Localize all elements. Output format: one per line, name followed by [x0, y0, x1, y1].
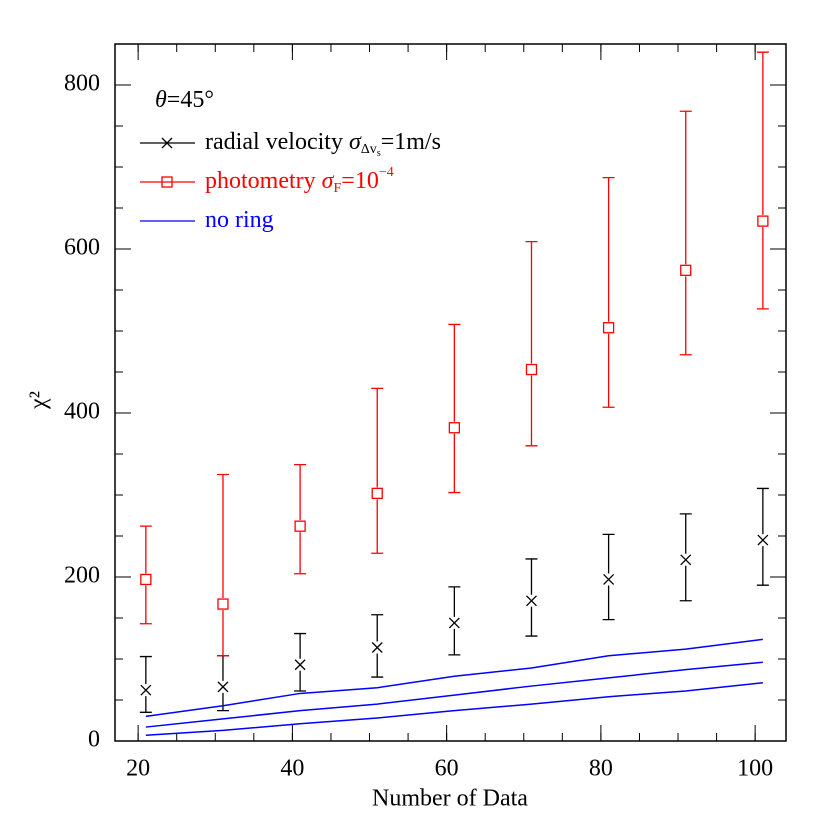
x-marker	[161, 137, 173, 149]
square-marker	[161, 176, 173, 188]
error-bar	[756, 51, 769, 310]
error-bar	[448, 323, 461, 494]
legend-name: no ring	[205, 207, 274, 233]
legend-label: photometry σF=10−4	[205, 165, 394, 196]
error-bar	[139, 655, 152, 713]
error-bar	[525, 558, 538, 637]
legend-name: radial velocity	[205, 129, 349, 155]
no-ring-line	[145, 661, 763, 728]
legend-math: =1m/s	[381, 129, 441, 155]
legend-math: σ	[349, 129, 362, 155]
x-marker	[757, 534, 769, 546]
legend-math: −4	[379, 165, 394, 180]
no-ring-line	[145, 682, 763, 737]
square-marker	[525, 363, 538, 376]
x-marker	[294, 659, 306, 671]
square-marker	[140, 573, 152, 586]
x-marker	[526, 595, 537, 607]
error-bar	[216, 473, 229, 657]
error-bar	[756, 487, 769, 586]
annotation-part: θ	[155, 87, 167, 113]
square-marker	[448, 422, 461, 434]
error-bar	[371, 387, 384, 554]
annotation: θ=45°	[155, 87, 214, 113]
square-marker	[680, 264, 692, 276]
x-marker	[603, 574, 615, 585]
legend-label: radial velocity σΔvs=1m/s	[205, 129, 441, 160]
legend-math: =10	[341, 168, 379, 194]
error-bar	[294, 632, 307, 692]
x-marker	[140, 684, 152, 696]
x-tick-label: 80	[589, 756, 613, 782]
y-tick-label: 400	[64, 399, 100, 425]
legend-math: σ	[322, 168, 335, 194]
x-tick-label: 100	[737, 756, 773, 782]
square-marker	[757, 215, 769, 227]
x-tick-label: 40	[280, 756, 304, 782]
square-marker	[602, 322, 615, 334]
x-marker	[448, 617, 460, 629]
square-marker	[371, 487, 383, 500]
legend-math: s	[377, 148, 381, 159]
error-bar	[602, 177, 615, 408]
x-marker	[371, 642, 383, 653]
plot-frame	[114, 43, 787, 742]
y-axis-label: χ²	[26, 391, 52, 410]
y-tick-label: 0	[88, 727, 100, 753]
error-bar	[679, 110, 692, 356]
error-bar	[371, 614, 384, 678]
legend-label: no ring	[205, 207, 274, 233]
x-tick-label: 20	[126, 756, 150, 782]
y-tick-label: 600	[64, 235, 100, 261]
error-bar	[525, 240, 538, 447]
error-bar	[216, 655, 229, 712]
legend-name: photometry	[205, 168, 322, 194]
x-marker	[680, 554, 692, 566]
x-marker	[217, 681, 229, 693]
square-marker	[217, 598, 229, 610]
annotation-part: =45°	[167, 87, 214, 113]
error-bar	[448, 586, 461, 656]
square-marker	[294, 520, 306, 532]
x-axis-label: Number of Data	[372, 786, 528, 812]
x-tick-label: 60	[435, 756, 459, 782]
error-bar	[139, 525, 152, 625]
error-bar	[294, 464, 307, 575]
no-ring-line	[145, 638, 763, 718]
y-tick-label: 200	[64, 563, 100, 589]
error-bar	[679, 513, 692, 602]
legend-math: F	[334, 181, 342, 196]
error-bar	[602, 533, 615, 621]
y-tick-label: 800	[64, 71, 100, 97]
legend-math: Δv	[361, 142, 377, 157]
